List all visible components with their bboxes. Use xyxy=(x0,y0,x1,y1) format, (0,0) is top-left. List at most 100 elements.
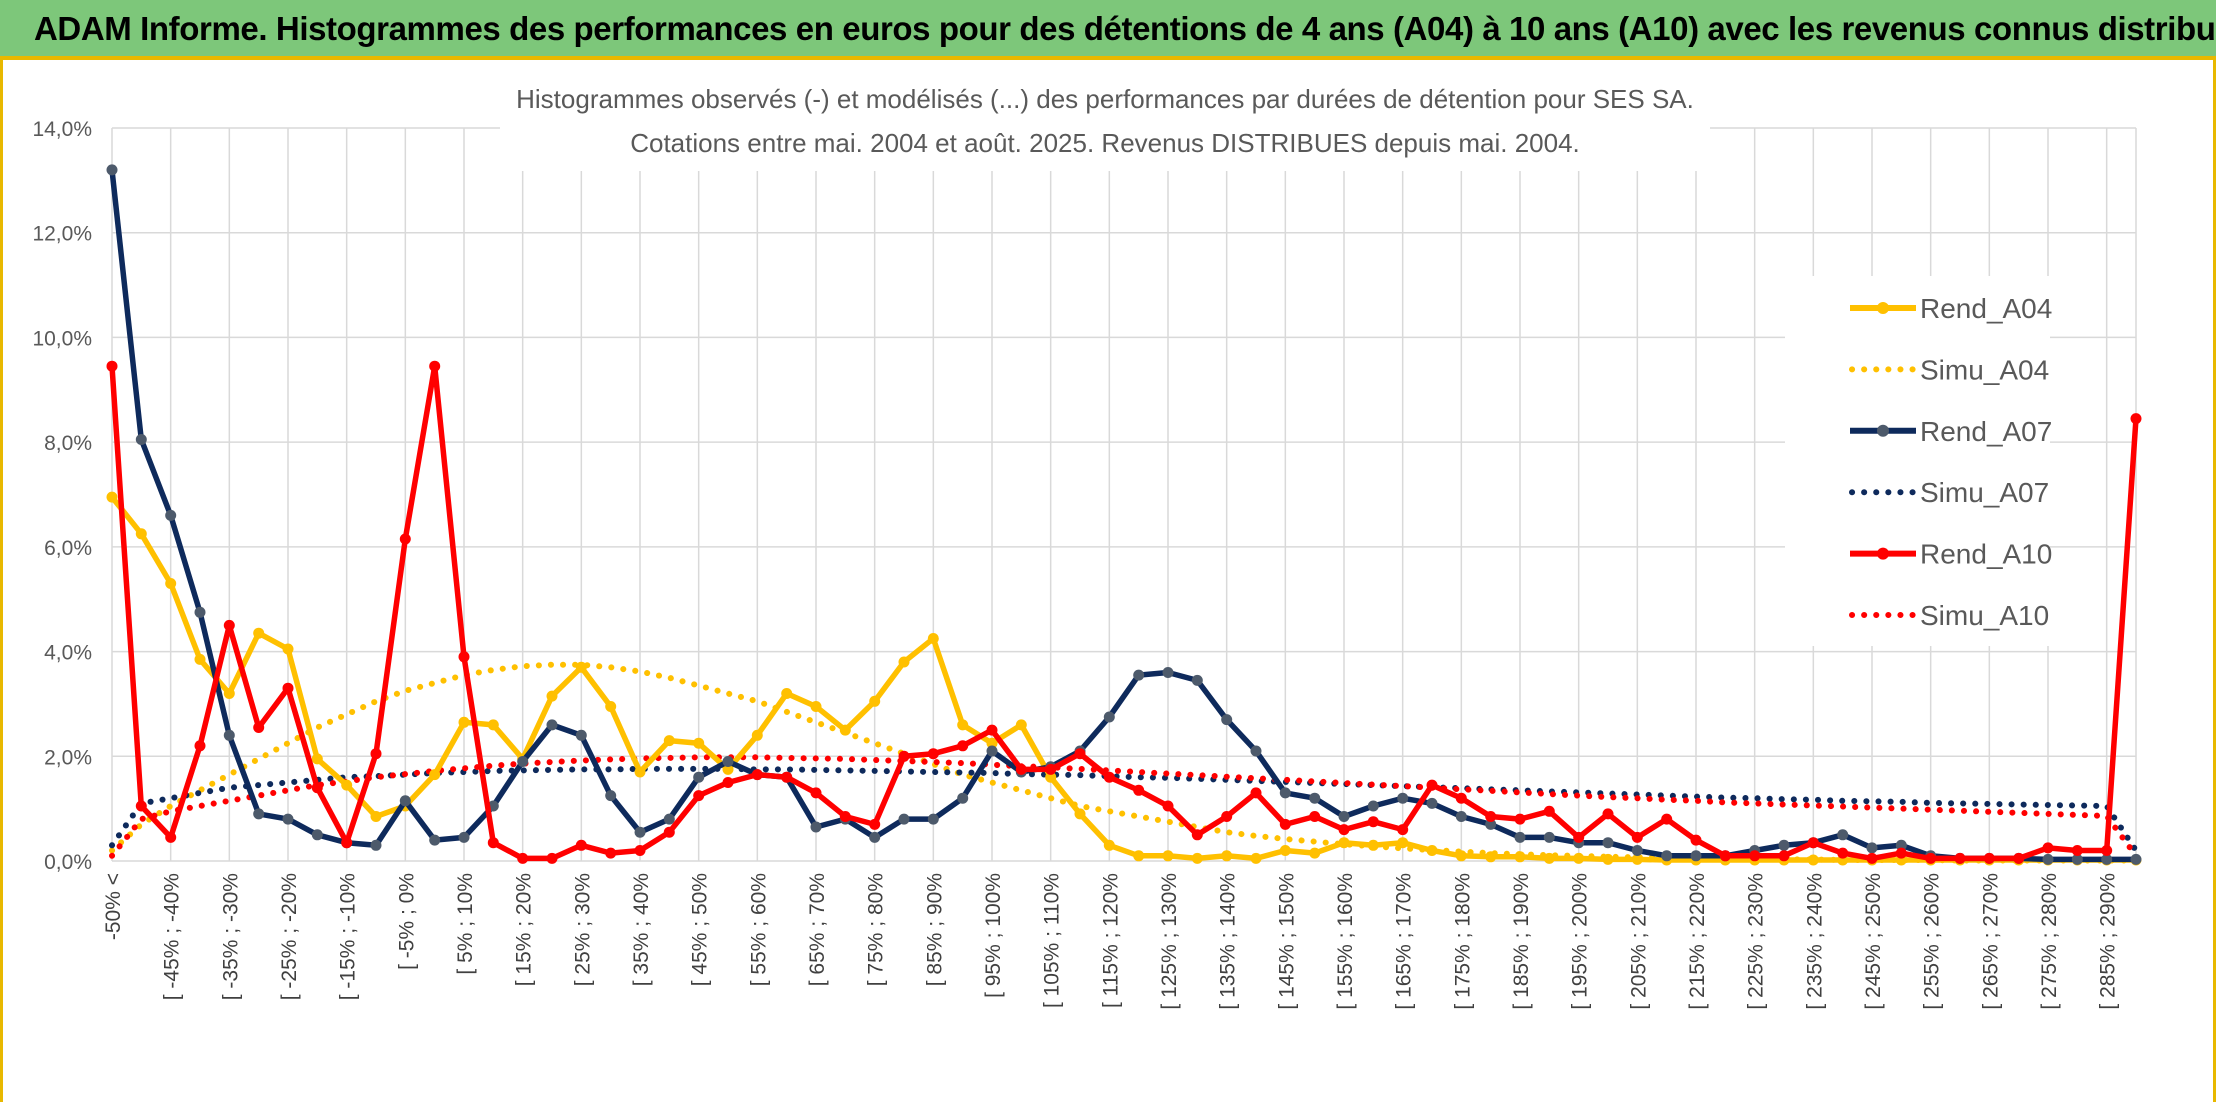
data-point xyxy=(1631,831,1643,843)
data-point xyxy=(1397,824,1409,836)
x-tick-label: -50% < xyxy=(102,873,125,940)
data-point xyxy=(106,491,118,503)
legend-backdrop xyxy=(1785,276,2050,646)
data-point xyxy=(1250,787,1262,799)
data-point xyxy=(282,643,294,655)
data-point xyxy=(1133,669,1145,681)
x-tick-label: [ 135% ; 140% xyxy=(1217,873,1240,1010)
x-tick-label: [ -25% ; -20% xyxy=(278,873,301,1000)
data-point xyxy=(663,826,675,838)
data-point xyxy=(722,756,734,767)
data-point xyxy=(898,750,910,762)
data-point xyxy=(253,722,265,733)
data-point xyxy=(1485,851,1497,863)
x-tick-label: [ 15% ; 20% xyxy=(513,873,536,986)
x-tick-label: [ 85% ; 90% xyxy=(923,873,946,986)
data-point xyxy=(722,763,734,775)
data-point xyxy=(693,737,705,749)
data-point xyxy=(253,627,265,639)
chart-title: Histogrammes observés (-) et modélisés (… xyxy=(516,84,1694,114)
x-tick-label: [ 75% ; 80% xyxy=(865,873,888,986)
chart-legend: Rend_A04 Simu_A04 Rend_A07 Simu_A07 Rend_A10… xyxy=(1785,276,2052,646)
data-point xyxy=(927,813,939,825)
data-point xyxy=(1455,792,1467,804)
x-tick-label: [ 265% ; 270% xyxy=(1979,873,2002,1010)
data-point xyxy=(1573,831,1585,843)
data-point xyxy=(1807,837,1819,849)
data-point xyxy=(487,837,499,849)
series-line-rend-a04 xyxy=(109,495,2136,863)
data-point xyxy=(1191,829,1203,841)
data-point xyxy=(311,829,323,841)
data-point xyxy=(898,656,910,668)
data-point xyxy=(1338,837,1350,849)
data-point xyxy=(1661,850,1673,862)
data-point xyxy=(1895,847,1907,859)
data-point xyxy=(1279,845,1291,856)
legend-item: Simu_A10 xyxy=(1849,600,2049,631)
data-point xyxy=(1778,850,1790,862)
data-point xyxy=(106,360,118,372)
data-point xyxy=(869,695,881,707)
data-point xyxy=(1162,667,1174,678)
data-point xyxy=(810,821,822,833)
data-point xyxy=(1045,771,1057,783)
data-point xyxy=(546,690,558,702)
data-point xyxy=(839,724,851,736)
legend-label: Simu_A07 xyxy=(1920,477,2049,508)
data-point xyxy=(1103,839,1115,851)
data-point xyxy=(1279,818,1291,830)
data-point xyxy=(1925,852,1937,864)
data-point xyxy=(165,578,177,589)
legend-label: Rend_A07 xyxy=(1920,416,2052,447)
x-tick-label: [ 155% ; 160% xyxy=(1334,873,1357,1010)
data-point xyxy=(1514,851,1526,863)
legend-item: Simu_A07 xyxy=(1849,477,2049,508)
data-point xyxy=(282,682,294,694)
legend-marker xyxy=(1877,302,1889,314)
data-point xyxy=(1367,800,1379,812)
data-point xyxy=(1514,831,1526,843)
data-point xyxy=(1367,839,1379,851)
data-point xyxy=(1397,792,1409,804)
x-tick-label: [ 245% ; 250% xyxy=(1862,873,1885,1010)
data-point xyxy=(194,653,206,665)
data-point xyxy=(1543,805,1555,817)
x-tick-label: [ 285% ; 290% xyxy=(2097,873,2120,1010)
data-point xyxy=(1221,714,1233,726)
data-point xyxy=(1250,852,1262,864)
y-tick-label: 10,0% xyxy=(32,327,92,350)
data-point xyxy=(517,852,529,864)
legend-label: Rend_A04 xyxy=(1920,293,2052,324)
data-point xyxy=(2042,842,2054,854)
data-point xyxy=(575,729,587,741)
data-point xyxy=(634,826,646,838)
data-point xyxy=(1690,834,1702,846)
series-line-rend-a07 xyxy=(109,169,2136,863)
data-point xyxy=(1807,854,1819,866)
page-title: ADAM Informe. Histogrammes des performan… xyxy=(34,10,2216,47)
data-point xyxy=(634,845,646,856)
data-point xyxy=(1397,837,1409,849)
data-point xyxy=(517,756,529,767)
series-rend-a10 xyxy=(106,360,2142,864)
data-point xyxy=(429,360,441,372)
data-point xyxy=(810,701,822,712)
data-point xyxy=(135,528,147,540)
data-point xyxy=(722,777,734,788)
data-point xyxy=(605,790,617,802)
series-simu-a10 xyxy=(109,754,2139,859)
data-point xyxy=(458,651,470,663)
data-point xyxy=(106,164,118,176)
data-point xyxy=(341,779,353,791)
data-point xyxy=(663,813,675,825)
data-point xyxy=(2042,853,2054,865)
data-point xyxy=(693,771,705,783)
x-tick-label: [ 145% ; 150% xyxy=(1275,873,1298,1010)
data-point xyxy=(1573,852,1585,864)
series-rend-a07 xyxy=(106,164,2142,865)
x-tick-label: [ -35% ; -30% xyxy=(219,873,242,1000)
data-point xyxy=(1895,839,1907,851)
data-point xyxy=(1690,850,1702,862)
data-point xyxy=(1426,779,1438,791)
